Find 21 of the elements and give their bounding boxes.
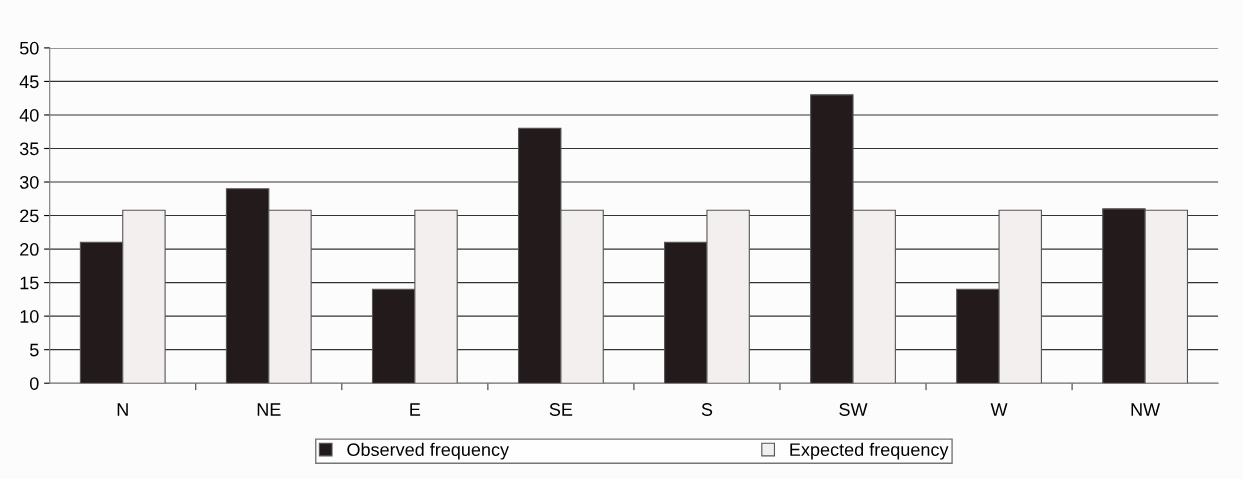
y-tick-label: 20 (20, 243, 39, 256)
y-tick-label: 30 (19, 175, 39, 189)
y-tick-label: 45 (19, 75, 39, 89)
x-tick-label: N (117, 403, 128, 416)
x-tick-label: SE (549, 403, 573, 416)
y-tick-label: 25 (20, 209, 39, 223)
y-tick-label: 0 (29, 377, 39, 390)
legend-label: Observed frequency (347, 442, 510, 460)
y-tick-label: 10 (20, 310, 39, 323)
x-tick-label: E (410, 403, 421, 416)
y-tick-label: 15 (20, 276, 39, 290)
legend-label: Expected frequency (790, 442, 949, 460)
y-tick-label: 40 (19, 108, 39, 122)
x-tick-label: NE (257, 403, 281, 416)
y-tick-label: 50 (19, 41, 39, 55)
x-tick-label: SW (839, 403, 868, 416)
x-tick-label: NW (1131, 403, 1161, 416)
x-tick-label: W (990, 403, 1008, 416)
x-tick-label: S (701, 403, 713, 416)
y-tick-label: 35 (19, 142, 39, 156)
y-tick-label: 5 (29, 343, 39, 357)
